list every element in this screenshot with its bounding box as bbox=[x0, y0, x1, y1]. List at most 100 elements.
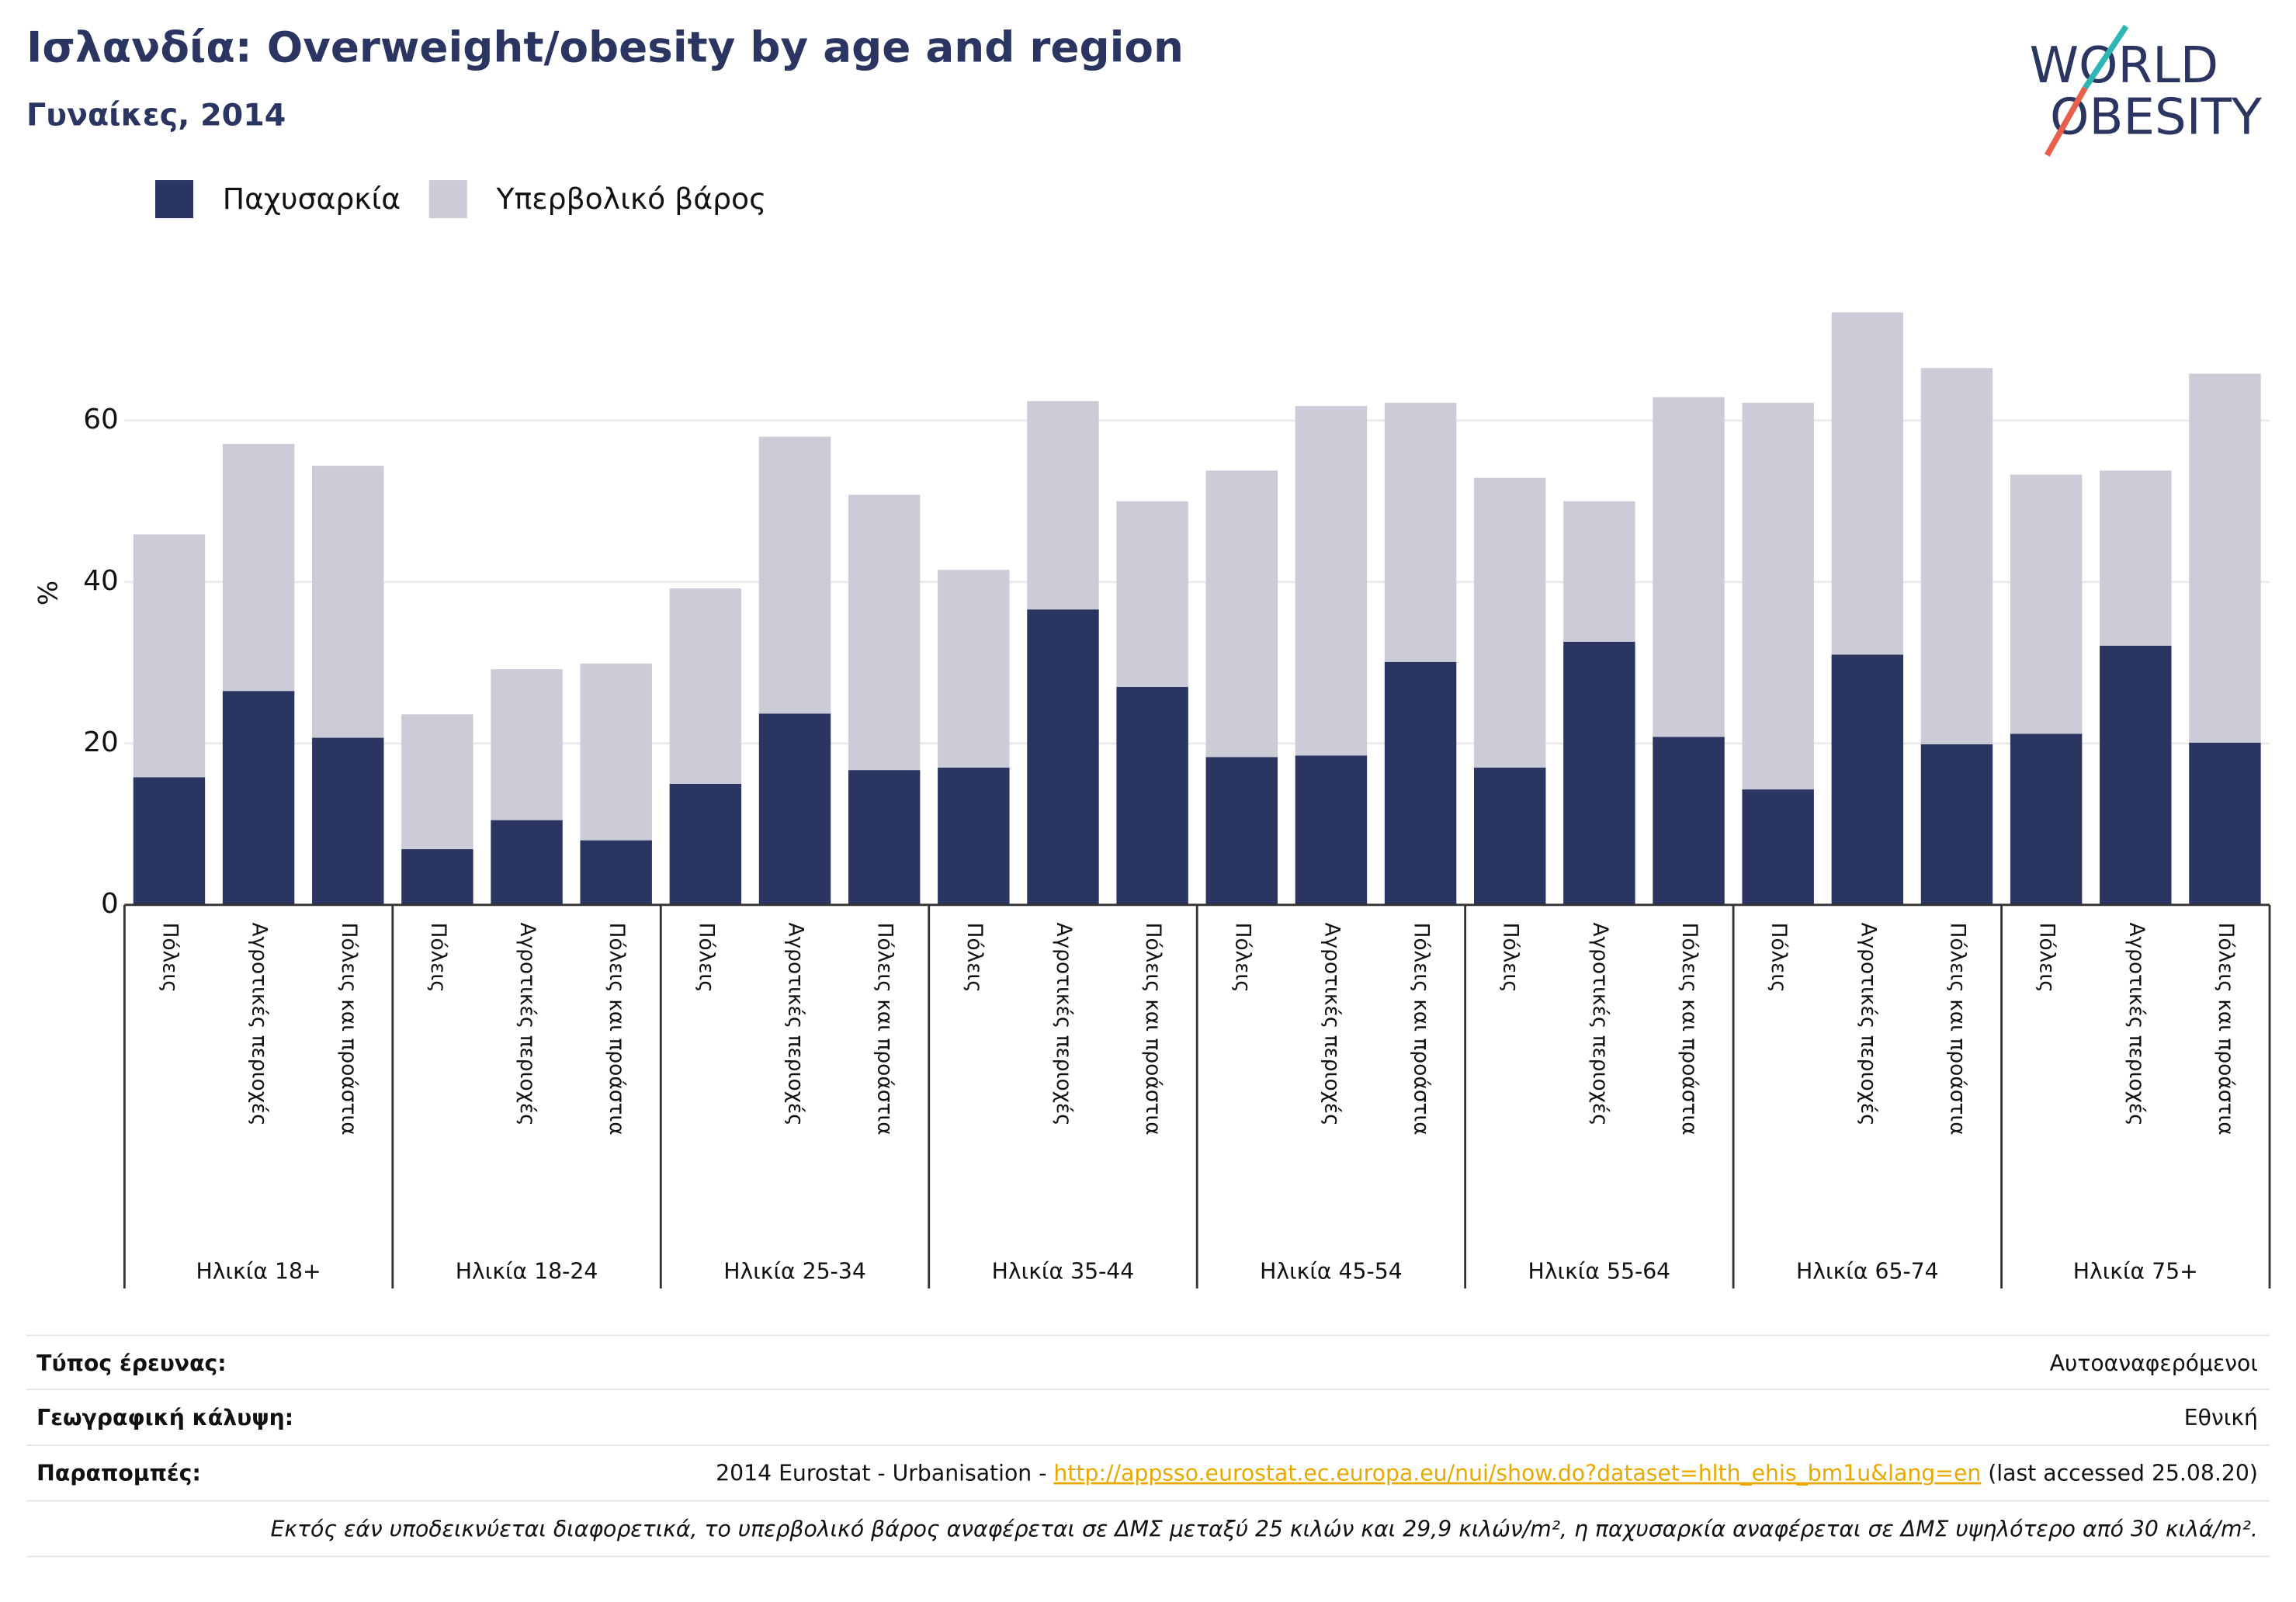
y-tick-label: 20 bbox=[83, 726, 119, 758]
x-tick-label: Πόλεις και προάστια bbox=[337, 922, 361, 1135]
bar-segment bbox=[1027, 609, 1099, 905]
bar-segment bbox=[2010, 733, 2083, 905]
bar-segment bbox=[1742, 789, 1814, 905]
x-tick-label: Αγροτικές περιοχές bbox=[1856, 922, 1880, 1125]
legend-swatch bbox=[428, 180, 467, 219]
x-tick-label: Αγροτικές περιοχές bbox=[515, 922, 539, 1125]
bar-segment bbox=[1116, 687, 1188, 905]
bar-segment bbox=[1205, 757, 1278, 905]
x-tick-label: Πόλεις bbox=[1230, 922, 1254, 992]
x-tick-label: Αγροτικές περιοχές bbox=[2124, 922, 2149, 1125]
y-tick-label: 0 bbox=[101, 888, 119, 920]
bar-segment bbox=[1027, 400, 1099, 610]
bar-segment bbox=[938, 570, 1010, 768]
x-tick-label: Πόλεις και προάστια bbox=[605, 922, 629, 1135]
bar-segment bbox=[580, 663, 652, 841]
bar-segment bbox=[848, 770, 921, 905]
bar-segment bbox=[2189, 742, 2261, 905]
bar-segment bbox=[1384, 402, 1457, 662]
footer-label: Παραπομπές: bbox=[36, 1461, 201, 1486]
bar-segment bbox=[1116, 501, 1188, 688]
bar-segment bbox=[401, 714, 473, 850]
group-label: Ηλικία 35-44 bbox=[992, 1258, 1135, 1284]
x-tick-label: Πόλεις και προάστια bbox=[1141, 922, 1165, 1135]
chart-title: Ισλανδία: Overweight/obesity by age and … bbox=[26, 22, 1184, 71]
x-tick-label: Πόλεις bbox=[426, 922, 450, 992]
x-tick-label: Πόλεις και προάστια bbox=[1410, 922, 1434, 1135]
bar-segment bbox=[2100, 645, 2172, 905]
bar-segment bbox=[758, 436, 831, 714]
bar-segment bbox=[2189, 373, 2261, 743]
x-tick-label: Αγροτικές περιοχές bbox=[248, 922, 272, 1125]
bar-segment bbox=[669, 783, 742, 905]
group-label: Ηλικία 75+ bbox=[2073, 1258, 2198, 1284]
y-axis-label: % bbox=[33, 581, 64, 605]
bar-segment bbox=[222, 443, 295, 692]
bar-segment bbox=[1831, 312, 1904, 655]
footer: Τύπος έρευνας: Αυτοαναφερόμενοι Γεωγραφι… bbox=[26, 1334, 2270, 1558]
group-label: Ηλικία 18-24 bbox=[456, 1258, 598, 1284]
x-tick-label: Πόλεις bbox=[2035, 922, 2059, 992]
x-tick-label: Πόλεις bbox=[158, 922, 182, 992]
reference-text: (last accessed 25.08.20) bbox=[1981, 1461, 2258, 1486]
bar-segment bbox=[1563, 641, 1635, 905]
group-label: Ηλικία 45-54 bbox=[1260, 1258, 1403, 1284]
x-tick-label: Πόλεις bbox=[962, 922, 987, 992]
bar-segment bbox=[1295, 755, 1368, 905]
x-tick-label: Πόλεις και προάστια bbox=[1677, 922, 1701, 1135]
x-tick-label: Πόλεις και προάστια bbox=[1945, 922, 1969, 1135]
bar-segment bbox=[1474, 477, 1546, 768]
bar-segment bbox=[1205, 470, 1278, 758]
bar-segment bbox=[1563, 501, 1635, 642]
reference-link[interactable]: http://appsso.eurostat.ec.europa.eu/nui/… bbox=[1053, 1461, 1981, 1486]
bar-segment bbox=[1831, 654, 1904, 905]
footer-value: Εθνική bbox=[2184, 1405, 2258, 1430]
footer-label: Γεωγραφική κάλυψη: bbox=[36, 1405, 293, 1430]
group-label: Ηλικία 65-74 bbox=[1796, 1258, 1939, 1284]
bar-segment bbox=[491, 669, 563, 820]
group-label: Ηλικία 18+ bbox=[196, 1258, 321, 1284]
bar-segment bbox=[1920, 368, 1993, 744]
x-tick-label: Πόλεις bbox=[694, 922, 718, 992]
logo-slash bbox=[2083, 24, 2129, 90]
legend-swatch bbox=[154, 180, 194, 219]
x-tick-label: Αγροτικές περιοχές bbox=[1052, 922, 1076, 1125]
bar-segment bbox=[312, 466, 384, 738]
bar-segment bbox=[491, 820, 563, 905]
x-tick-label: Αγροτικές περιοχές bbox=[1320, 922, 1344, 1125]
x-tick-label: Αγροτικές περιοχές bbox=[1588, 922, 1612, 1125]
x-tick-label: Αγροτικές περιοχές bbox=[784, 922, 808, 1125]
bar-segment bbox=[1653, 737, 1725, 905]
bar-segment bbox=[222, 691, 295, 905]
x-tick-label: Πόλεις και προάστια bbox=[2214, 922, 2238, 1135]
bar-segment bbox=[580, 840, 652, 905]
bar-segment bbox=[758, 713, 831, 905]
y-tick-label: 40 bbox=[83, 565, 119, 597]
logo-line2: OBESITY bbox=[2050, 88, 2263, 146]
bar-segment bbox=[848, 494, 921, 771]
reference-text: 2014 Eurostat - Urbanisation - bbox=[716, 1461, 1053, 1486]
bar-segment bbox=[1474, 768, 1546, 905]
group-label: Ηλικία 25-34 bbox=[723, 1258, 866, 1284]
group-label: Ηλικία 55-64 bbox=[1528, 1258, 1671, 1284]
bar-segment bbox=[1295, 406, 1368, 756]
x-tick-label: Πόλεις bbox=[1499, 922, 1523, 992]
legend-label: Παχυσαρκία bbox=[223, 182, 401, 216]
chart-subtitle: Γυναίκες, 2014 bbox=[26, 97, 286, 133]
bar-segment bbox=[1384, 661, 1457, 905]
footer-reference: 2014 Eurostat - Urbanisation - http://ap… bbox=[716, 1461, 2258, 1486]
bar-segment bbox=[312, 737, 384, 905]
footer-value: Αυτοαναφερόμενοι bbox=[2050, 1351, 2258, 1376]
bar-segment bbox=[401, 849, 473, 905]
x-tick-label: Πόλεις bbox=[1767, 922, 1791, 992]
bar-segment bbox=[669, 588, 742, 784]
legend-label: Υπερβολικό βάρος bbox=[496, 182, 767, 216]
bar-segment bbox=[938, 768, 1010, 905]
logo-line1: WORLD bbox=[2030, 36, 2219, 95]
bar-segment bbox=[2010, 474, 2083, 734]
bar-segment bbox=[133, 534, 206, 778]
bar-segment bbox=[1653, 397, 1725, 737]
footer-note: Εκτός εάν υποδεικνύεται διαφορετικά, το … bbox=[271, 1516, 2258, 1541]
bar-segment bbox=[1742, 402, 1814, 790]
